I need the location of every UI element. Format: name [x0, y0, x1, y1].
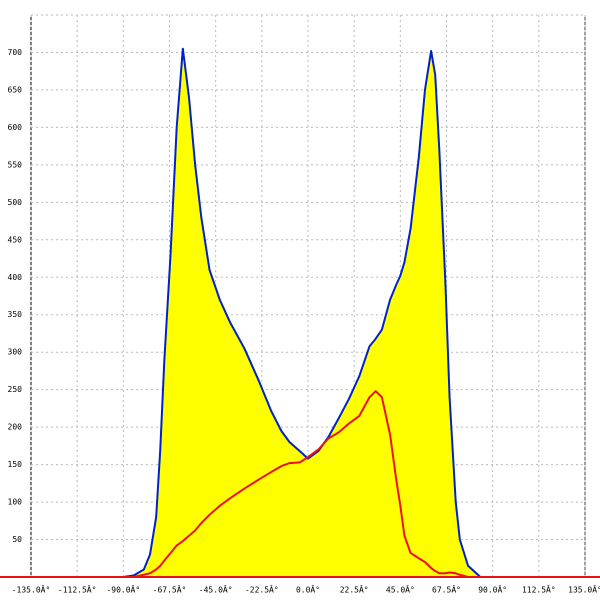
x-tick-label: -22.5Â°	[245, 584, 279, 595]
x-tick-label: -135.0Â°	[12, 584, 51, 595]
y-tick-label: 350	[8, 310, 23, 319]
y-tick-label: 100	[8, 498, 23, 507]
x-tick-label: 135.0Â°	[568, 584, 600, 595]
y-tick-label: 600	[8, 123, 23, 132]
line	[123, 390, 493, 578]
x-tick-label: -67.5Â°	[153, 584, 187, 595]
x-tick-label: 22.5Â°	[340, 584, 369, 595]
x-tick-label: 90.0Â°	[478, 584, 507, 595]
y-tick-label: 400	[8, 273, 23, 282]
y-tick-label: 250	[8, 385, 23, 394]
area	[123, 48, 493, 578]
x-tick-label: 67.5Â°	[432, 584, 461, 595]
x-tick-label: 112.5Â°	[522, 584, 556, 595]
x-tick-label: -112.5Â°	[58, 584, 97, 595]
x-tick-label: 45.0Â°	[386, 584, 415, 595]
y-tick-label: 500	[8, 198, 23, 207]
y-tick-label: 700	[8, 48, 23, 57]
y-tick-label: 300	[8, 348, 23, 357]
y-tick-label: 200	[8, 423, 23, 432]
y-tick-label: 650	[8, 85, 23, 94]
y-tick-label: 50	[12, 535, 22, 544]
y-tick-label: 450	[8, 235, 23, 244]
x-tick-label: -45.0Â°	[199, 584, 233, 595]
y-tick-label: 550	[8, 160, 23, 169]
y-tick-label: 150	[8, 460, 23, 469]
x-tick-label: -90.0Â°	[106, 584, 140, 595]
x-tick-label: 0.0Â°	[296, 584, 320, 595]
